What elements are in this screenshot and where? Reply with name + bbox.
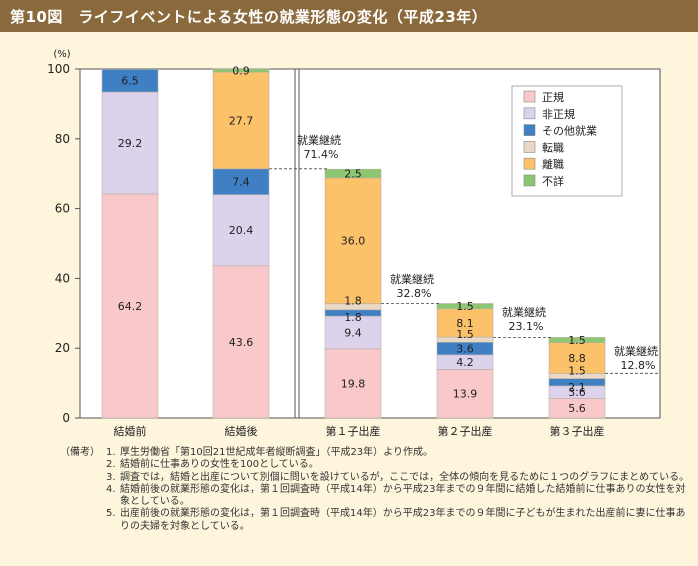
annotation-label: 就業継続 [502,305,546,319]
notes-label: （備考） [60,447,100,458]
bar-segment [101,193,159,419]
annotation-label: 就業継続 [614,344,658,358]
y-tick-label: 60 [55,202,70,216]
y-tick-label: 80 [55,132,70,146]
y-tick-label: 0 [62,411,70,425]
bar-segment [548,337,606,343]
bar-segment [101,69,159,93]
note-text: 出産前後の就業形態の変化は，第１回調査時（平成14年）から平成23年までの９年間… [120,508,686,532]
bar-segment [324,315,382,350]
annotation-value: 71.4% [304,148,339,161]
data-label: 64.2 [118,300,143,313]
note-row-1: （備考） 1. 厚生労働省「第10回21世紀成年者縦断調査」（平成23年）より作… [60,447,690,459]
note-number: 2. [106,459,116,471]
data-label: 2.1 [568,381,586,394]
legend-label: 非正規 [542,107,575,121]
legend-label: 離職 [542,157,564,171]
data-label: 1.8 [344,311,362,324]
legend-label: 正規 [542,90,564,104]
data-label: 9.4 [344,326,362,339]
x-tick-label: 第１子出産 [326,424,381,438]
data-label: 27.7 [229,114,254,127]
data-label: 2.5 [344,168,362,181]
x-tick-label: 結婚後 [225,424,258,438]
data-label: 43.6 [229,336,254,349]
bar-segment [436,308,494,338]
bar-segment [324,168,382,179]
data-label: 3.6 [456,343,474,356]
data-label: 1.5 [568,364,586,377]
x-tick-label: 結婚前 [114,424,147,438]
stacked-bar-chart: 0 20 40 60 80 100 (%) 64.2 29.2 6.5 結婚前 43.6 20.4 7.4… [47,49,661,438]
note-text: 結婚前に仕事ありの女性を100としている。 [120,459,319,471]
legend-swatch [523,174,536,187]
bar-segment [212,265,270,419]
x-tick-label: 第３子出産 [550,424,605,438]
bar-segment [212,168,270,195]
x-tick-label: 第２子出産 [438,424,493,438]
y-tick-label: 100 [47,62,70,76]
data-label: 3.6 [568,386,586,399]
annotation-label: 就業継続 [390,272,434,286]
data-label: 8.1 [456,317,474,330]
data-label: 0.9 [232,65,250,78]
annotation-value: 12.8% [621,359,656,372]
bar-segment [324,177,382,304]
data-label: 1.5 [568,334,586,347]
bar-segment [324,348,382,419]
data-label: 7.4 [232,176,250,189]
data-label: 1.8 [344,295,362,308]
bar-segment [436,303,494,310]
bar-segment [212,68,270,73]
figure-title: 第10図 ライフイベントによる女性の就業形態の変化（平成23年） [10,8,488,26]
legend-swatch [523,157,536,170]
note-text: 調査では，結婚と出産について別個に問いを設けているが，ここでは，全体の傾向を見る… [120,471,690,483]
data-label: 5.6 [568,402,586,415]
data-label: 20.4 [229,224,254,237]
data-label: 1.5 [456,328,474,341]
figure-header: 第10図 ライフイベントによる女性の就業形態の変化（平成23年） [0,0,698,32]
legend-swatch [523,107,536,120]
data-label: 1.5 [456,300,474,313]
note-row-2: 2. 結婚前に仕事ありの女性を100としている。 [60,459,690,471]
data-label: 4.2 [456,356,474,369]
note-number: 3. [106,471,116,483]
legend-label: 不詳 [542,174,564,188]
legend-swatch [523,90,536,103]
note-row-4: 4. 結婚前後の就業形態の変化は，第１回調査時（平成14年）から平成23年までの… [60,484,690,509]
note-row-5: 5. 出産前後の就業形態の変化は，第１回調査時（平成14年）から平成23年までの… [60,508,690,533]
data-label: 29.2 [118,137,143,150]
legend-label: 転職 [542,141,564,154]
data-label: 19.8 [341,377,366,390]
legend-label: その他就業 [542,124,597,138]
bar-segment [212,194,270,267]
annotation-value: 23.1% [509,320,544,333]
note-number: 1. [106,447,116,458]
y-tick-label: 40 [55,271,70,285]
bar-segment [101,91,159,195]
data-label: 8.8 [568,352,586,365]
legend-swatch [523,141,536,153]
data-label: 13.9 [453,388,478,401]
data-label: 36.0 [341,235,366,248]
note-text: 結婚前後の就業形態の変化は，第１回調査時（平成14年）から平成23年までの９年間… [120,483,686,508]
bar-segment [548,342,606,374]
bar-segment [436,369,494,419]
note-text: 厚生労働省「第10回21世紀成年者縦断調査」（平成23年）より作成。 [120,447,433,458]
annotation-value: 32.8% [397,287,432,300]
annotation-label: 就業継続 [297,133,341,147]
notes: （備考） 1. 厚生労働省「第10回21世紀成年者縦断調査」（平成23年）より作… [60,447,690,533]
y-tick-label: 20 [55,341,70,355]
y-axis-label: (%) [53,49,70,60]
note-number: 5. [106,508,116,520]
note-row-3: 3. 調査では，結婚と出産について別個に問いを設けているが，ここでは，全体の傾向… [60,472,690,484]
legend-swatch [523,124,536,136]
note-number: 4. [106,483,116,495]
bar-segment [212,71,270,170]
data-label: 6.5 [121,75,139,88]
